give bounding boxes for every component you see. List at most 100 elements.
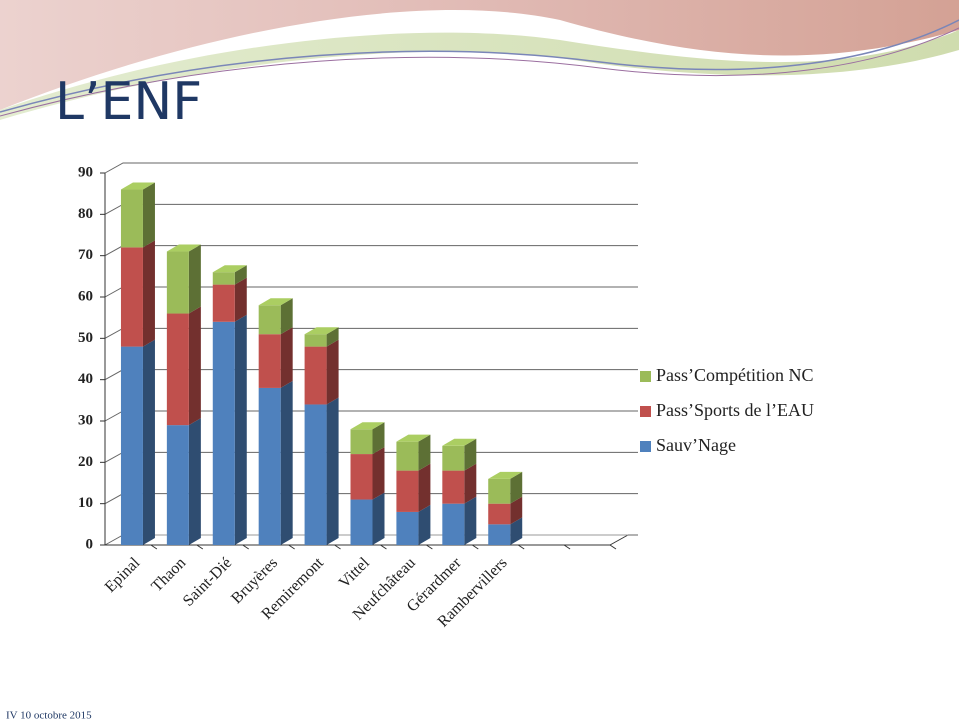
x-tick <box>242 544 250 550</box>
bar-top <box>120 182 155 190</box>
bar <box>396 441 419 471</box>
x-tick <box>288 544 295 550</box>
bar <box>396 511 419 545</box>
legend-label: Sauv’Nage <box>656 435 736 455</box>
bar-top <box>350 422 385 430</box>
x-tick <box>196 544 204 550</box>
bar-top <box>304 327 339 335</box>
bar <box>120 346 143 545</box>
bar <box>258 334 281 388</box>
bar <box>350 429 373 455</box>
bar-side <box>510 517 523 545</box>
bar-top <box>212 265 247 273</box>
bar <box>166 313 189 426</box>
bar-side <box>234 314 247 545</box>
bar-side <box>280 298 293 335</box>
x-tick <box>150 544 158 550</box>
bar-side <box>418 434 431 471</box>
footer: IV 10 octobre 2015 <box>6 710 92 722</box>
floor-back <box>609 534 629 546</box>
bar <box>304 404 327 545</box>
y-tick-label: 50 <box>78 330 93 346</box>
slide-title: L’ENF <box>55 72 202 132</box>
bar <box>166 251 189 314</box>
grid-line <box>104 203 638 215</box>
x-tick <box>517 544 525 550</box>
bar-side <box>326 397 339 545</box>
grid-line <box>104 162 638 174</box>
bar-top <box>258 298 293 306</box>
legend-swatch <box>640 371 651 382</box>
bar-side <box>234 265 247 285</box>
bar <box>212 272 235 285</box>
bar <box>304 346 327 405</box>
bar-side <box>142 339 155 545</box>
bar-side <box>510 471 523 504</box>
bar <box>212 284 235 322</box>
bar-side <box>464 496 477 545</box>
x-tick <box>426 544 433 550</box>
bar <box>212 321 235 545</box>
bar-top <box>488 471 523 479</box>
y-tick-label: 20 <box>78 454 93 470</box>
y-tick-label: 90 <box>78 164 93 180</box>
bar-side <box>418 463 431 512</box>
bar-side <box>280 380 293 545</box>
bar-side <box>142 182 155 248</box>
bar-side <box>280 327 293 388</box>
legend-swatch <box>640 406 651 417</box>
bar-side <box>142 240 155 347</box>
bar <box>396 470 419 512</box>
bar-top <box>442 438 477 446</box>
bar-side <box>188 418 201 545</box>
bar-side <box>372 422 385 455</box>
legend-swatch <box>640 441 651 452</box>
bar <box>442 503 465 545</box>
bar-side <box>234 277 247 322</box>
y-tick-label: 80 <box>78 206 93 222</box>
y-tick-label: 40 <box>78 371 93 387</box>
y-tick-label: 10 <box>78 495 93 511</box>
y-tick-label: 0 <box>86 536 94 552</box>
x-tick-label: Vittel <box>336 554 373 591</box>
bar-side <box>326 327 339 347</box>
y-tick-label: 60 <box>78 288 93 304</box>
x-tick-label: Thaon <box>148 554 189 595</box>
x-tick <box>563 544 571 550</box>
bar <box>350 499 373 545</box>
bar <box>120 189 143 248</box>
bar <box>488 478 511 504</box>
bar-side <box>464 438 477 471</box>
y-tick-label: 70 <box>78 247 93 263</box>
bar-side <box>372 492 385 545</box>
bar-side <box>510 496 523 525</box>
bar <box>258 387 281 545</box>
bar <box>304 334 327 347</box>
bar <box>488 503 511 525</box>
legend-label: Pass’Sports de l’EAU <box>656 400 814 420</box>
bar <box>120 247 143 347</box>
bar <box>166 425 189 545</box>
bar-top <box>166 244 201 252</box>
x-tick <box>609 544 617 550</box>
bar <box>442 445 465 471</box>
x-tick <box>334 544 341 550</box>
legend-label: Pass’Compétition NC <box>656 365 814 385</box>
bar-side <box>188 306 201 426</box>
y-tick-label: 30 <box>78 412 93 428</box>
x-tick <box>471 544 479 550</box>
bar <box>442 470 465 504</box>
x-tick-label: Epinal <box>102 554 144 596</box>
bar-side <box>372 447 385 500</box>
bar-side <box>188 244 201 314</box>
bar <box>258 305 281 335</box>
bar-side <box>326 339 339 405</box>
x-tick-label: Saint-Dié <box>180 554 235 609</box>
bar-side <box>418 504 431 545</box>
bar <box>488 524 511 545</box>
bar-top <box>396 434 431 442</box>
header-decoration <box>0 0 959 120</box>
bar <box>350 454 373 500</box>
